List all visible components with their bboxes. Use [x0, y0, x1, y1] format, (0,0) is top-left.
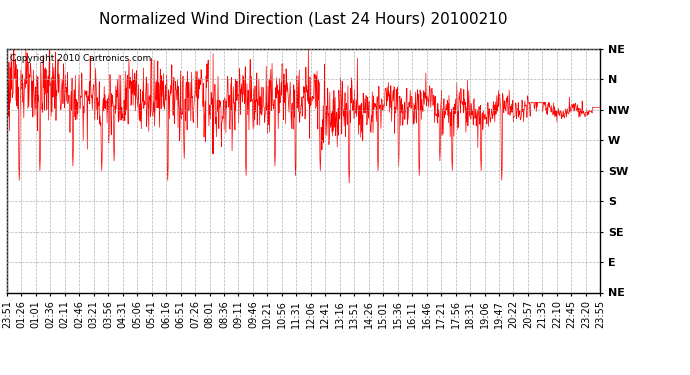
Text: Copyright 2010 Cartronics.com: Copyright 2010 Cartronics.com [10, 54, 151, 63]
Text: Normalized Wind Direction (Last 24 Hours) 20100210: Normalized Wind Direction (Last 24 Hours… [99, 11, 508, 26]
